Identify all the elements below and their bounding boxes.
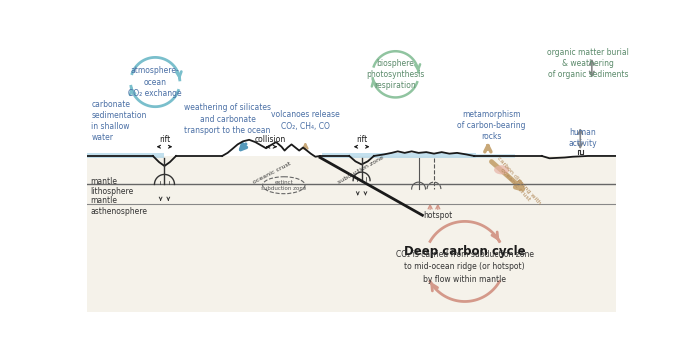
Polygon shape [88, 153, 165, 158]
Text: collision: collision [255, 135, 286, 145]
Polygon shape [476, 154, 514, 158]
Polygon shape [322, 153, 476, 158]
Text: organic matter burial
& weathering
of organic sediments: organic matter burial & weathering of or… [547, 48, 629, 79]
Text: volcanoes release
CO₂, CH₄, CO: volcanoes release CO₂, CH₄, CO [271, 111, 340, 131]
Text: hotspot: hotspot [423, 211, 453, 220]
Text: Deep carbon cycle: Deep carbon cycle [404, 245, 525, 258]
Text: rift: rift [159, 135, 170, 145]
Text: biosphere
photosynthesis
respiration: biosphere photosynthesis respiration [366, 59, 425, 90]
Text: oceanic crust: oceanic crust [252, 161, 292, 184]
Text: human
activity: human activity [568, 128, 597, 148]
Text: CO₂ is carried from subduction zone
to mid-ocean ridge (or hotspot)
by flow with: CO₂ is carried from subduction zone to m… [396, 250, 534, 284]
Text: carbon dipping with
oceanic crust: carbon dipping with oceanic crust [492, 156, 542, 210]
Polygon shape [88, 156, 615, 312]
Text: atmosphere-
ocean
CO₂ exchange: atmosphere- ocean CO₂ exchange [128, 66, 182, 98]
Ellipse shape [494, 165, 510, 174]
Text: mantle
lithosphere: mantle lithosphere [91, 177, 134, 196]
Text: mantle
asthenosphere: mantle asthenosphere [91, 196, 147, 216]
Text: subduction zone: subduction zone [337, 155, 385, 184]
Text: rift: rift [356, 135, 367, 145]
Text: extinct
subduction zone: extinct subduction zone [261, 180, 307, 191]
Text: carbonate
sedimentation
in shallow
water: carbonate sedimentation in shallow water [91, 100, 147, 142]
Text: weathering of silicates
and carbonate
transport to the ocean: weathering of silicates and carbonate tr… [184, 103, 271, 135]
Text: metamorphism
of carbon-bearing
rocks: metamorphism of carbon-bearing rocks [458, 110, 526, 141]
